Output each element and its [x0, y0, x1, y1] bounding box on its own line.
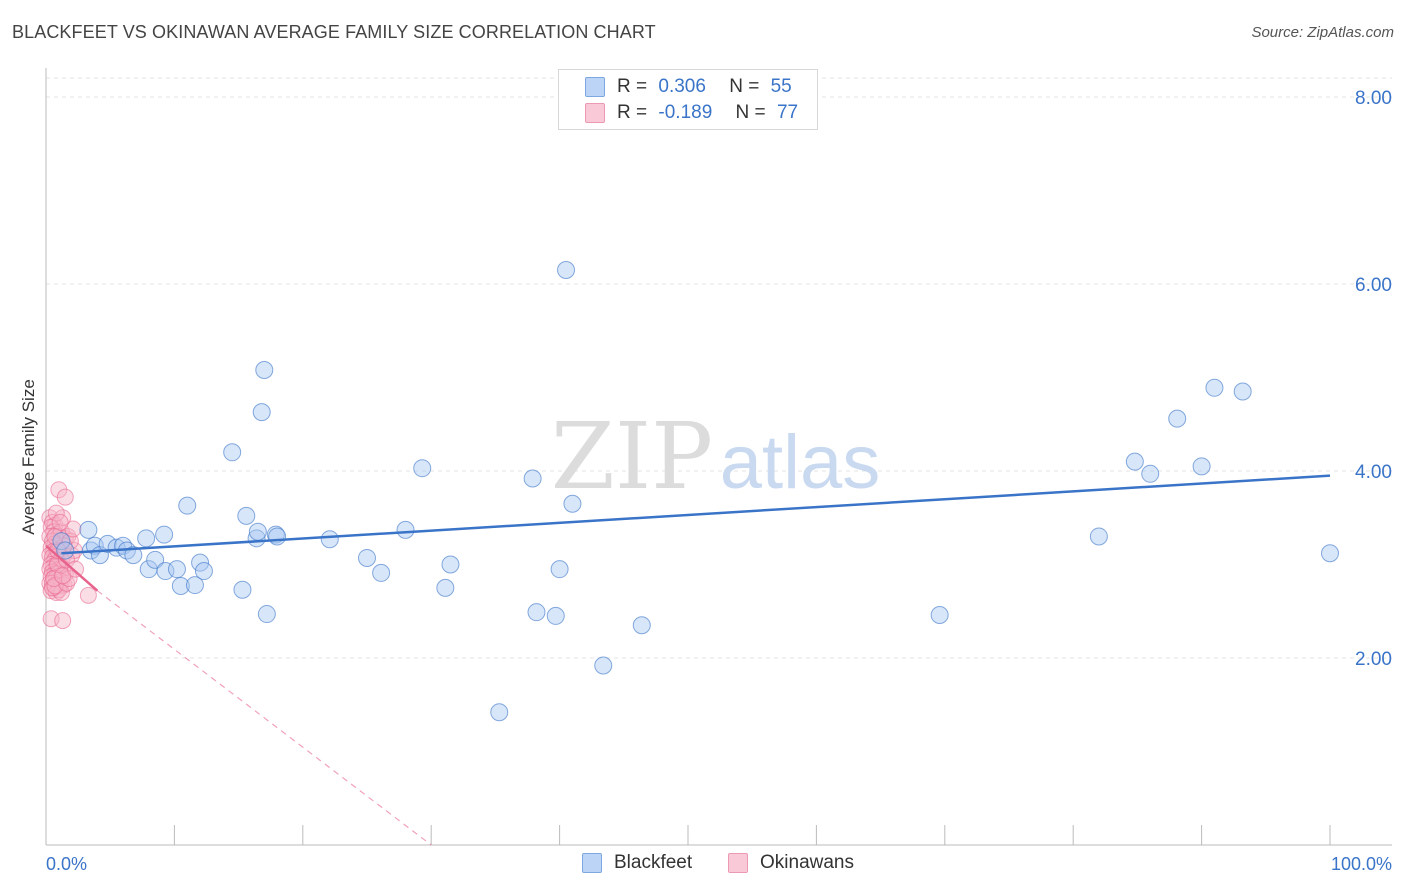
blackfeet-point	[233, 580, 252, 599]
blackfeet-point	[255, 361, 274, 380]
blackfeet-point	[523, 469, 542, 488]
blackfeet-point	[594, 656, 613, 675]
bottom-legend-swatch-blue	[582, 853, 602, 873]
blackfeet-point	[413, 459, 432, 478]
blackfeet-point	[441, 555, 460, 574]
y-tick-labels: 2.00 4.00 6.00 8.00	[1355, 88, 1392, 670]
okinawans-point	[47, 504, 65, 522]
blackfeet-point	[1205, 378, 1224, 397]
blackfeet-point	[156, 562, 175, 581]
blackfeet-point	[237, 506, 256, 525]
y-tick-label: 8.00	[1355, 88, 1392, 109]
legend-r-label: R =	[617, 76, 648, 97]
blackfeet-point	[98, 534, 117, 553]
y-tick-label: 4.00	[1355, 462, 1392, 483]
stats-legend: R = 0.306 N = 55 R = -0.189 N = 77	[558, 69, 818, 130]
axes	[45, 68, 1392, 846]
legend-swatch-pink	[585, 103, 605, 123]
okinawans-point	[46, 527, 64, 545]
legend-r-value: -0.189	[658, 102, 713, 123]
okinawans-point	[54, 612, 72, 630]
blackfeet-point	[490, 703, 509, 722]
y-tick-label: 6.00	[1355, 275, 1392, 296]
legend-swatch-blue	[585, 77, 605, 97]
bottom-legend-swatch-pink	[728, 853, 748, 873]
blackfeet-point	[527, 603, 546, 622]
blackfeet-point	[1321, 544, 1339, 563]
okinawans-trend-line	[45, 544, 99, 592]
blackfeet-point	[194, 562, 213, 581]
blackfeet-point	[146, 550, 165, 569]
blackfeet-point	[137, 529, 156, 548]
blackfeet-point	[171, 577, 190, 596]
okinawans-point	[79, 586, 97, 604]
blackfeet-point	[52, 532, 71, 551]
blackfeet-trend-line	[61, 474, 1331, 555]
blackfeet-point	[550, 560, 569, 579]
trend-lines	[45, 474, 1331, 846]
blackfeet-point	[1089, 527, 1108, 546]
blackfeet-point	[248, 522, 267, 541]
blackfeet-point	[223, 443, 242, 462]
legend-n-value: 77	[776, 102, 799, 123]
blackfeet-point	[396, 520, 415, 539]
blackfeet-point	[185, 576, 204, 595]
blackfeet-point	[372, 563, 391, 582]
blackfeet-point	[268, 527, 287, 546]
blackfeet-point	[155, 525, 174, 544]
blackfeet-point	[107, 538, 126, 557]
blackfeet-point	[632, 616, 651, 635]
legend-n-value: 55	[770, 76, 792, 97]
blackfeet-point	[436, 578, 455, 597]
blackfeet-point	[1168, 409, 1187, 428]
okinawans-point	[52, 584, 70, 602]
chart-title: BLACKFEET VS OKINAWAN AVERAGE FAMILY SIZ…	[12, 22, 656, 42]
bottom-legend-label-blackfeet: Blackfeet	[614, 852, 693, 873]
bottom-legend-label-okinawans: Okinawans	[760, 852, 854, 873]
watermark-zip: ZIP	[551, 403, 713, 510]
legend-r-value: 0.306	[658, 76, 706, 97]
blackfeet-point	[79, 520, 98, 539]
okinawans-point	[56, 488, 74, 506]
grid-lines	[46, 77, 1392, 659]
blackfeet-point	[563, 494, 582, 513]
x-tick-label-min: 0.0%	[46, 854, 87, 874]
blackfeet-point	[1125, 452, 1144, 471]
legend-r-label: R =	[617, 102, 648, 123]
x-tick-label-max: 100.0%	[1331, 854, 1392, 874]
okinawans-point	[67, 560, 85, 578]
source-label: Source: ZipAtlas.com	[1251, 24, 1394, 41]
blackfeet-point	[178, 496, 197, 515]
watermark-atlas: atlas	[720, 420, 881, 505]
blackfeet-point	[252, 403, 271, 422]
blackfeet-point	[358, 548, 376, 567]
blackfeet-point	[124, 546, 143, 565]
blackfeet-point	[546, 606, 565, 625]
legend-n-label: N =	[735, 102, 766, 123]
y-axis-label: Average Family Size	[19, 379, 38, 535]
legend-n-label: N =	[729, 76, 760, 97]
blackfeet-point	[1192, 457, 1211, 476]
blackfeet-point	[557, 260, 576, 279]
blackfeet-point	[167, 560, 186, 579]
blackfeet-point	[1233, 382, 1252, 401]
blackfeet-point	[56, 541, 75, 560]
okinawans-trend-extension	[96, 590, 432, 846]
y-tick-label: 2.00	[1355, 649, 1392, 670]
watermark: ZIP atlas	[551, 403, 880, 510]
blackfeet-point	[257, 605, 276, 624]
blackfeet-point	[930, 605, 949, 624]
blackfeet-point	[1141, 464, 1160, 483]
blackfeet-point	[320, 530, 339, 549]
blackfeet-point	[191, 553, 210, 572]
